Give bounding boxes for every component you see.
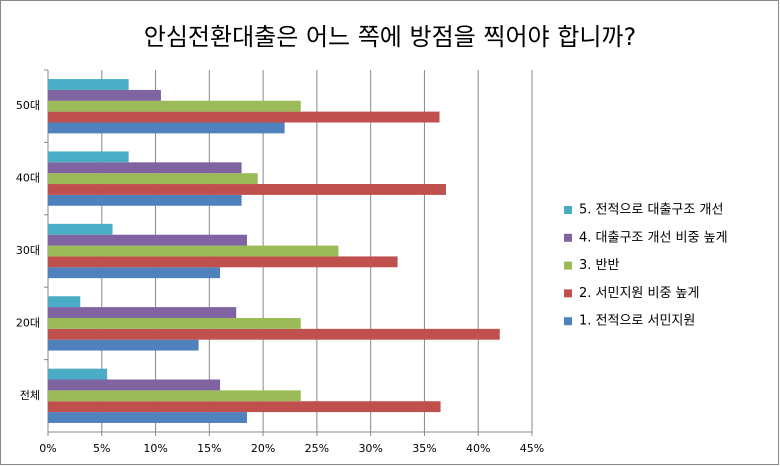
x-tick-label: 35% — [412, 442, 436, 455]
y-tick-label: 전체 — [20, 389, 40, 402]
bar — [48, 234, 247, 246]
legend-marker — [564, 289, 572, 298]
bar — [48, 307, 237, 318]
bar — [48, 184, 446, 195]
bar — [48, 245, 339, 257]
bar — [48, 412, 247, 423]
bar — [48, 162, 242, 174]
y-tick-label: 40대 — [16, 172, 40, 185]
x-tick-label: 0% — [39, 442, 56, 455]
bar — [48, 151, 129, 163]
bar — [48, 339, 199, 351]
bar — [48, 111, 440, 123]
bar — [48, 122, 285, 134]
x-tick-label: 30% — [358, 442, 382, 455]
y-tick-label: 50대 — [16, 99, 40, 112]
x-tick-label: 10% — [143, 442, 167, 455]
legend-text: 4. 대출구조 개선 비중 높게 — [579, 230, 728, 245]
legend-marker — [564, 233, 572, 242]
x-tick-label: 45% — [520, 442, 544, 455]
x-tick-label: 25% — [305, 442, 329, 455]
legend-marker — [564, 261, 572, 270]
bar — [48, 100, 301, 112]
legend-marker — [564, 206, 572, 214]
bar — [48, 296, 81, 308]
bar — [48, 328, 500, 340]
bar — [48, 317, 301, 329]
bar — [48, 267, 221, 279]
x-tick-label: 20% — [251, 442, 275, 455]
y-tick-label: 20대 — [16, 316, 40, 329]
bar — [48, 401, 441, 413]
x-tick-label: 15% — [197, 442, 221, 455]
legend-marker — [564, 317, 572, 326]
legend-text: 5. 전적으로 대출구조 개선 — [579, 203, 723, 218]
bar — [48, 89, 161, 101]
legend-text: 2. 서민지원 비중 높게 — [579, 286, 699, 301]
bar — [48, 379, 221, 391]
legend-text: 3. 반반 — [579, 258, 619, 273]
x-tick-label: 40% — [466, 442, 490, 455]
bar — [48, 173, 258, 185]
chart-title: 안심전환대출은 어느 쪽에 방점을 찍어야 합니까? — [144, 23, 636, 51]
legend-text: 1. 전적으로 서민지원 — [579, 314, 695, 329]
bar — [48, 390, 301, 402]
bar — [48, 368, 108, 380]
bar — [48, 223, 113, 235]
x-tick-label: 5% — [93, 442, 110, 455]
y-tick-label: 30대 — [16, 244, 40, 257]
bar — [48, 256, 398, 268]
bar — [48, 194, 242, 206]
bar — [48, 79, 129, 90]
